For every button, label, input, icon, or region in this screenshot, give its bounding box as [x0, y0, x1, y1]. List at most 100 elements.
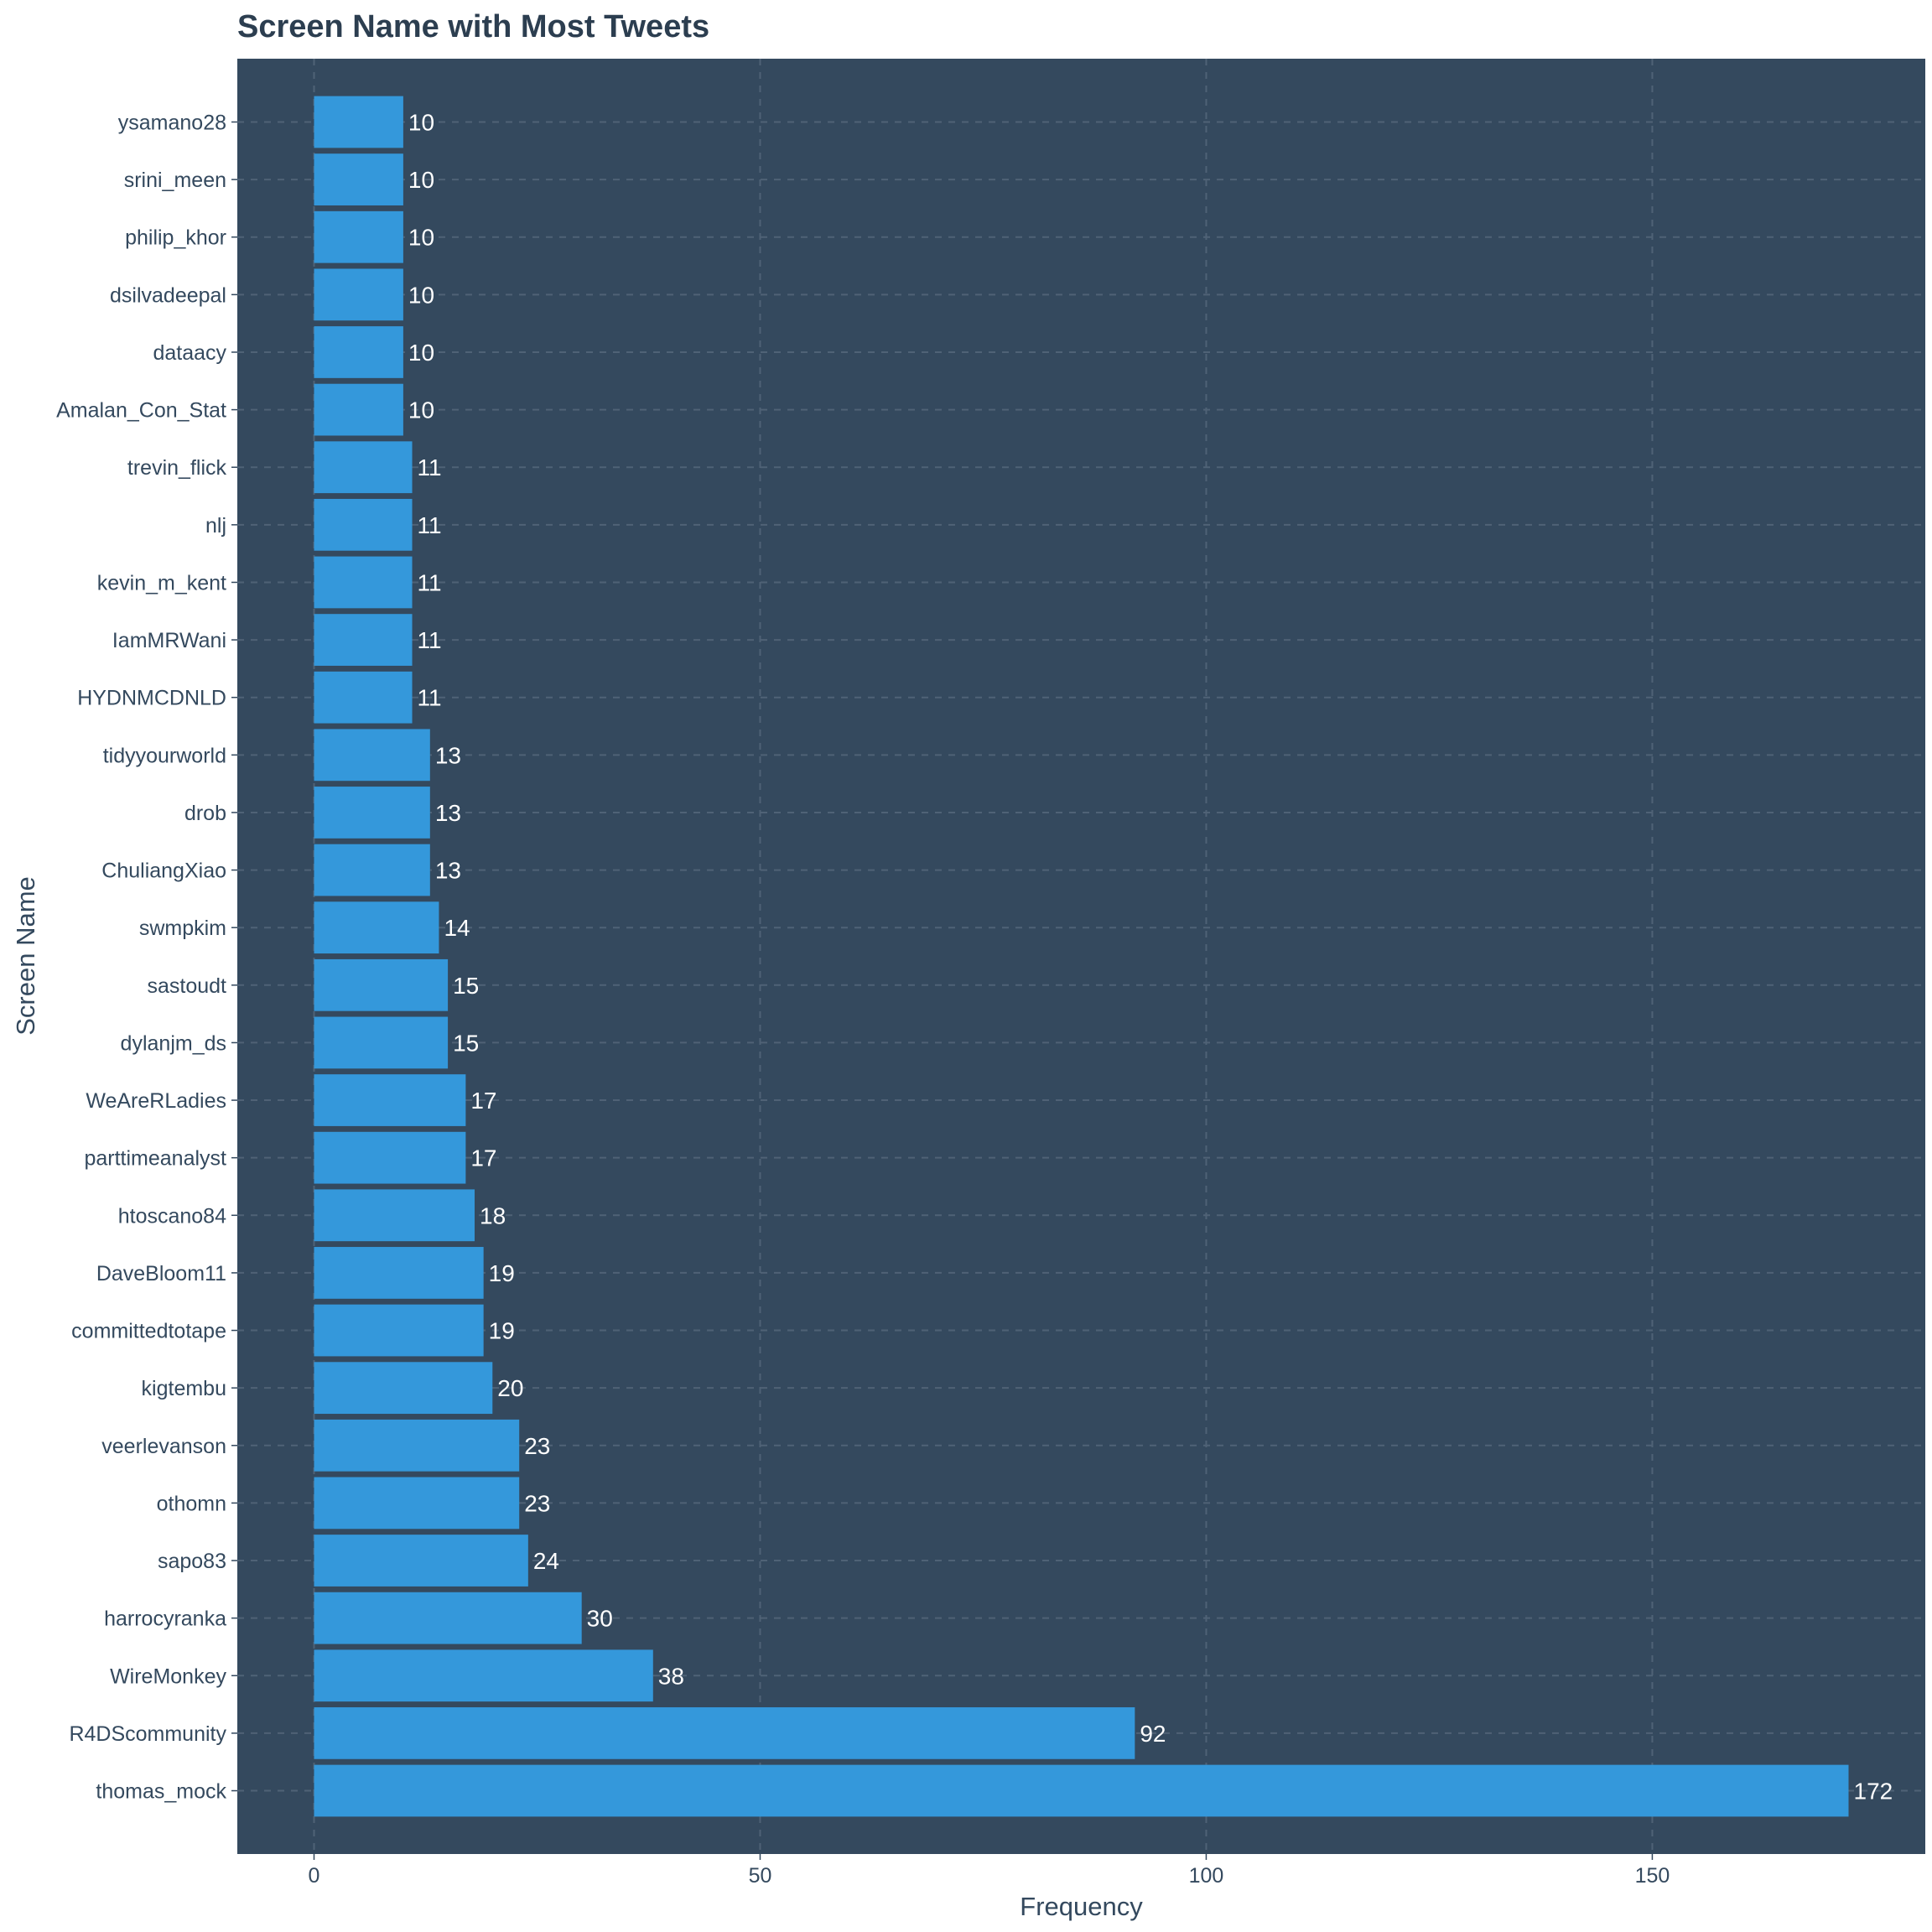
data-label: 38 [658, 1663, 684, 1689]
bar [314, 1649, 653, 1702]
y-tick-label: srini_meen [124, 169, 226, 192]
bar [314, 614, 413, 666]
y-tick-label: drob [184, 802, 226, 825]
bar [314, 729, 430, 782]
data-label: 11 [418, 685, 442, 711]
data-label: 23 [524, 1490, 550, 1516]
x-tick-label: 150 [1635, 1864, 1670, 1888]
data-label: 11 [418, 569, 442, 595]
x-tick-label: 0 [309, 1864, 320, 1888]
x-tick-label: 50 [749, 1864, 772, 1888]
bar [314, 1419, 520, 1472]
data-label: 17 [470, 1145, 496, 1171]
data-label: 15 [453, 973, 479, 999]
bar [314, 96, 403, 148]
bar [314, 1016, 449, 1069]
bar [314, 1362, 493, 1415]
bar [314, 153, 403, 205]
y-tick-label: dylanjm_ds [121, 1031, 226, 1055]
bar [314, 901, 439, 954]
bar [314, 1707, 1135, 1759]
y-tick-label: IamMRWani [112, 629, 226, 652]
bar [314, 268, 403, 321]
y-tick-label: sastoudt [147, 974, 226, 998]
bar [314, 556, 413, 609]
data-label: 24 [533, 1548, 559, 1574]
y-tick-label: htoscano84 [118, 1204, 226, 1228]
y-axis-title: Screen Name [11, 876, 40, 1036]
data-label: 19 [489, 1260, 515, 1286]
y-tick-label: tidyyourworld [103, 744, 226, 767]
y-tick-label: ChuliangXiao [101, 860, 226, 883]
y-tick-label: WeAreRLadies [86, 1089, 226, 1113]
y-axis-tick-labels: thomas_mock R4DScommunity WireMonkey harroc… [56, 111, 237, 1804]
y-tick-label: DaveBloom11 [96, 1262, 226, 1285]
data-label: 20 [497, 1375, 523, 1401]
y-tick-label: harrocyranka [104, 1607, 226, 1631]
chart-title: Screen Name with Most Tweets [237, 9, 709, 44]
bar [314, 787, 430, 839]
y-tick-label: sapo83 [158, 1550, 226, 1573]
data-label: 11 [418, 454, 442, 480]
data-label: 10 [408, 282, 434, 308]
data-label: 17 [470, 1088, 496, 1114]
y-tick-label: nlj [205, 514, 226, 538]
data-label: 14 [444, 915, 470, 941]
bars [314, 96, 1849, 1817]
bar [314, 1247, 484, 1299]
bar [314, 383, 403, 436]
bar [314, 1764, 1849, 1817]
data-label: 92 [1140, 1721, 1166, 1747]
data-labels: 172 92 38 30 24 23 23 20 19 19 18 17 17 15 15 14 13 13 13 1… [408, 109, 1893, 1804]
data-label: 11 [418, 512, 442, 538]
y-tick-label: kevin_m_kent [97, 571, 226, 595]
data-label: 10 [408, 109, 434, 135]
y-tick-label: dataacy [153, 341, 226, 365]
x-tick-label: 100 [1189, 1864, 1224, 1888]
data-label: 11 [418, 627, 442, 653]
data-label: 18 [480, 1202, 506, 1228]
y-tick-label: othomn [157, 1492, 226, 1515]
bar [314, 671, 413, 724]
bar [314, 1304, 484, 1357]
y-tick-label: swmpkim [139, 917, 226, 940]
bar [314, 1592, 582, 1644]
y-tick-label: parttimeanalyst [84, 1147, 226, 1171]
y-tick-label: thomas_mock [96, 1780, 226, 1804]
bar [314, 958, 449, 1011]
data-label: 23 [524, 1433, 550, 1459]
y-tick-label: committedtotape [71, 1320, 226, 1343]
data-label: 10 [408, 340, 434, 366]
data-label: 10 [408, 397, 434, 423]
y-tick-label: veerlevanson [101, 1435, 226, 1458]
y-tick-label: kigtembu [142, 1377, 226, 1400]
data-label: 10 [408, 225, 434, 251]
x-axis-tick-labels: 0 50 100 150 [309, 1854, 1670, 1888]
data-label: 30 [587, 1606, 613, 1632]
bar [314, 326, 403, 378]
y-tick-label: trevin_flick [127, 456, 227, 480]
bar [314, 1074, 466, 1126]
y-tick-label: WireMonkey [110, 1665, 226, 1688]
y-tick-label: dsilvadeepal [110, 283, 226, 307]
bar [314, 1131, 466, 1184]
data-label: 172 [1854, 1779, 1893, 1805]
bar [314, 441, 413, 494]
bar [314, 1477, 520, 1530]
data-label: 19 [489, 1318, 515, 1344]
data-label: 10 [408, 167, 434, 193]
data-label: 15 [453, 1030, 479, 1056]
bar [314, 498, 413, 551]
x-axis-title: Frequency [1020, 1892, 1143, 1921]
data-label: 13 [435, 858, 461, 884]
y-tick-label: HYDNMCDNLD [77, 687, 226, 710]
y-tick-label: Amalan_Con_Stat [56, 399, 226, 423]
bar [314, 1535, 528, 1587]
bar [314, 210, 403, 263]
bar [314, 844, 430, 896]
y-tick-label: philip_khor [125, 226, 226, 250]
y-tick-label: R4DScommunity [69, 1722, 226, 1746]
data-label: 13 [435, 742, 461, 768]
data-label: 13 [435, 800, 461, 826]
